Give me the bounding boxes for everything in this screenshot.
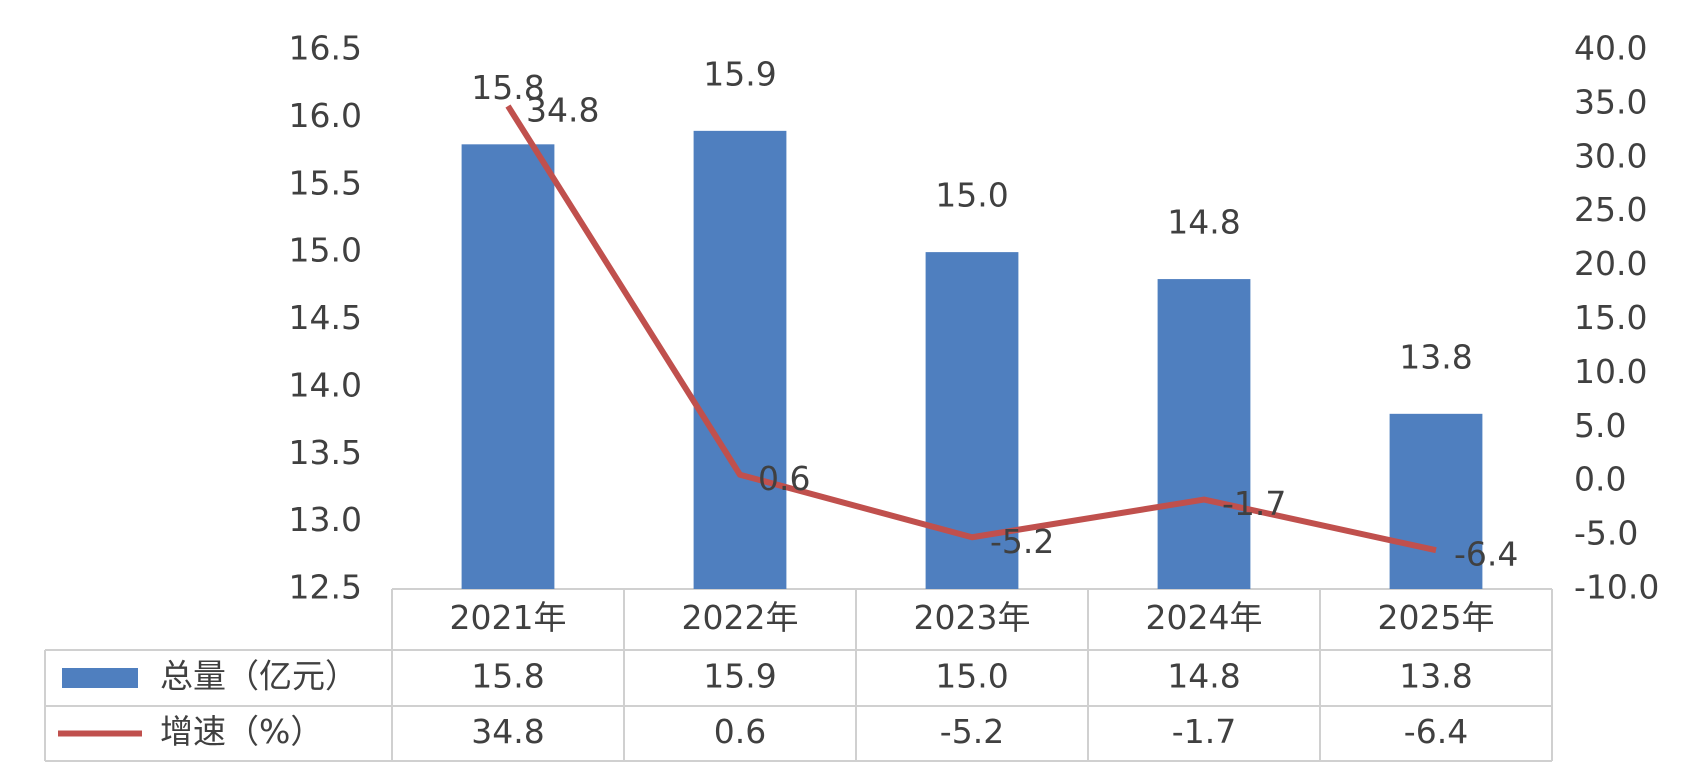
- y2-tick-label: 10.0: [1574, 352, 1647, 391]
- table-cell: 15.9: [703, 657, 776, 696]
- data-label: 15.0: [935, 176, 1008, 215]
- table-cell: 14.8: [1167, 657, 1240, 696]
- data-label: 15.8: [471, 68, 544, 107]
- data-label: 34.8: [526, 91, 599, 130]
- bar: [461, 144, 555, 589]
- x-tick-label: 2024年: [1146, 598, 1263, 637]
- data-label: -5.2: [990, 522, 1054, 561]
- y-tick-label: 12.5: [289, 568, 362, 607]
- table-cell: -5.2: [940, 712, 1004, 751]
- y2-tick-label: 20.0: [1574, 244, 1647, 283]
- legend-label: 增速（%）: [160, 712, 323, 751]
- y-tick-label: 16.5: [289, 29, 362, 68]
- table-cell: 15.0: [935, 657, 1008, 696]
- bar: [1157, 279, 1251, 589]
- x-tick-label: 2025年: [1378, 598, 1495, 637]
- bar: [693, 130, 787, 589]
- y-tick-label: 16.0: [289, 96, 362, 135]
- table-cell: 15.8: [471, 657, 544, 696]
- data-label: 15.9: [703, 54, 776, 93]
- y-tick-label: 13.5: [289, 433, 362, 472]
- data-label: -6.4: [1454, 535, 1518, 574]
- y2-tick-label: -10.0: [1574, 568, 1659, 607]
- legend-swatch: [62, 668, 138, 688]
- x-tick-label: 2023年: [914, 598, 1031, 637]
- y2-tick-label: 35.0: [1574, 82, 1647, 121]
- table-cell: 0.6: [714, 712, 766, 751]
- y-tick-label: 14.5: [289, 298, 362, 337]
- y-tick-label: 15.0: [289, 231, 362, 270]
- y2-tick-label: 40.0: [1574, 29, 1647, 68]
- table-cell: -6.4: [1404, 712, 1468, 751]
- data-label: 0.6: [758, 459, 810, 498]
- legend-label: 总量（亿元）: [160, 657, 358, 696]
- y2-tick-label: 25.0: [1574, 190, 1647, 229]
- line: [505, 104, 1437, 554]
- x-tick-label: 2022年: [682, 598, 799, 637]
- y2-tick-label: 0.0: [1574, 460, 1626, 499]
- y2-tick-label: 5.0: [1574, 406, 1626, 445]
- bar: [1389, 413, 1483, 589]
- x-tick-label: 2021年: [450, 598, 567, 637]
- y2-tick-label: 15.0: [1574, 298, 1647, 337]
- y2-tick-label: -5.0: [1574, 514, 1638, 553]
- y-tick-label: 13.0: [289, 500, 362, 539]
- data-label: 14.8: [1167, 203, 1240, 242]
- y-tick-label: 15.5: [289, 163, 362, 202]
- table-cell: 13.8: [1399, 657, 1472, 696]
- data-label: -1.7: [1222, 484, 1286, 523]
- data-label: 13.8: [1399, 337, 1472, 376]
- y-tick-label: 14.0: [289, 365, 362, 404]
- table-cell: -1.7: [1172, 712, 1236, 751]
- table-cell: 34.8: [471, 712, 544, 751]
- y2-tick-label: 30.0: [1574, 136, 1647, 175]
